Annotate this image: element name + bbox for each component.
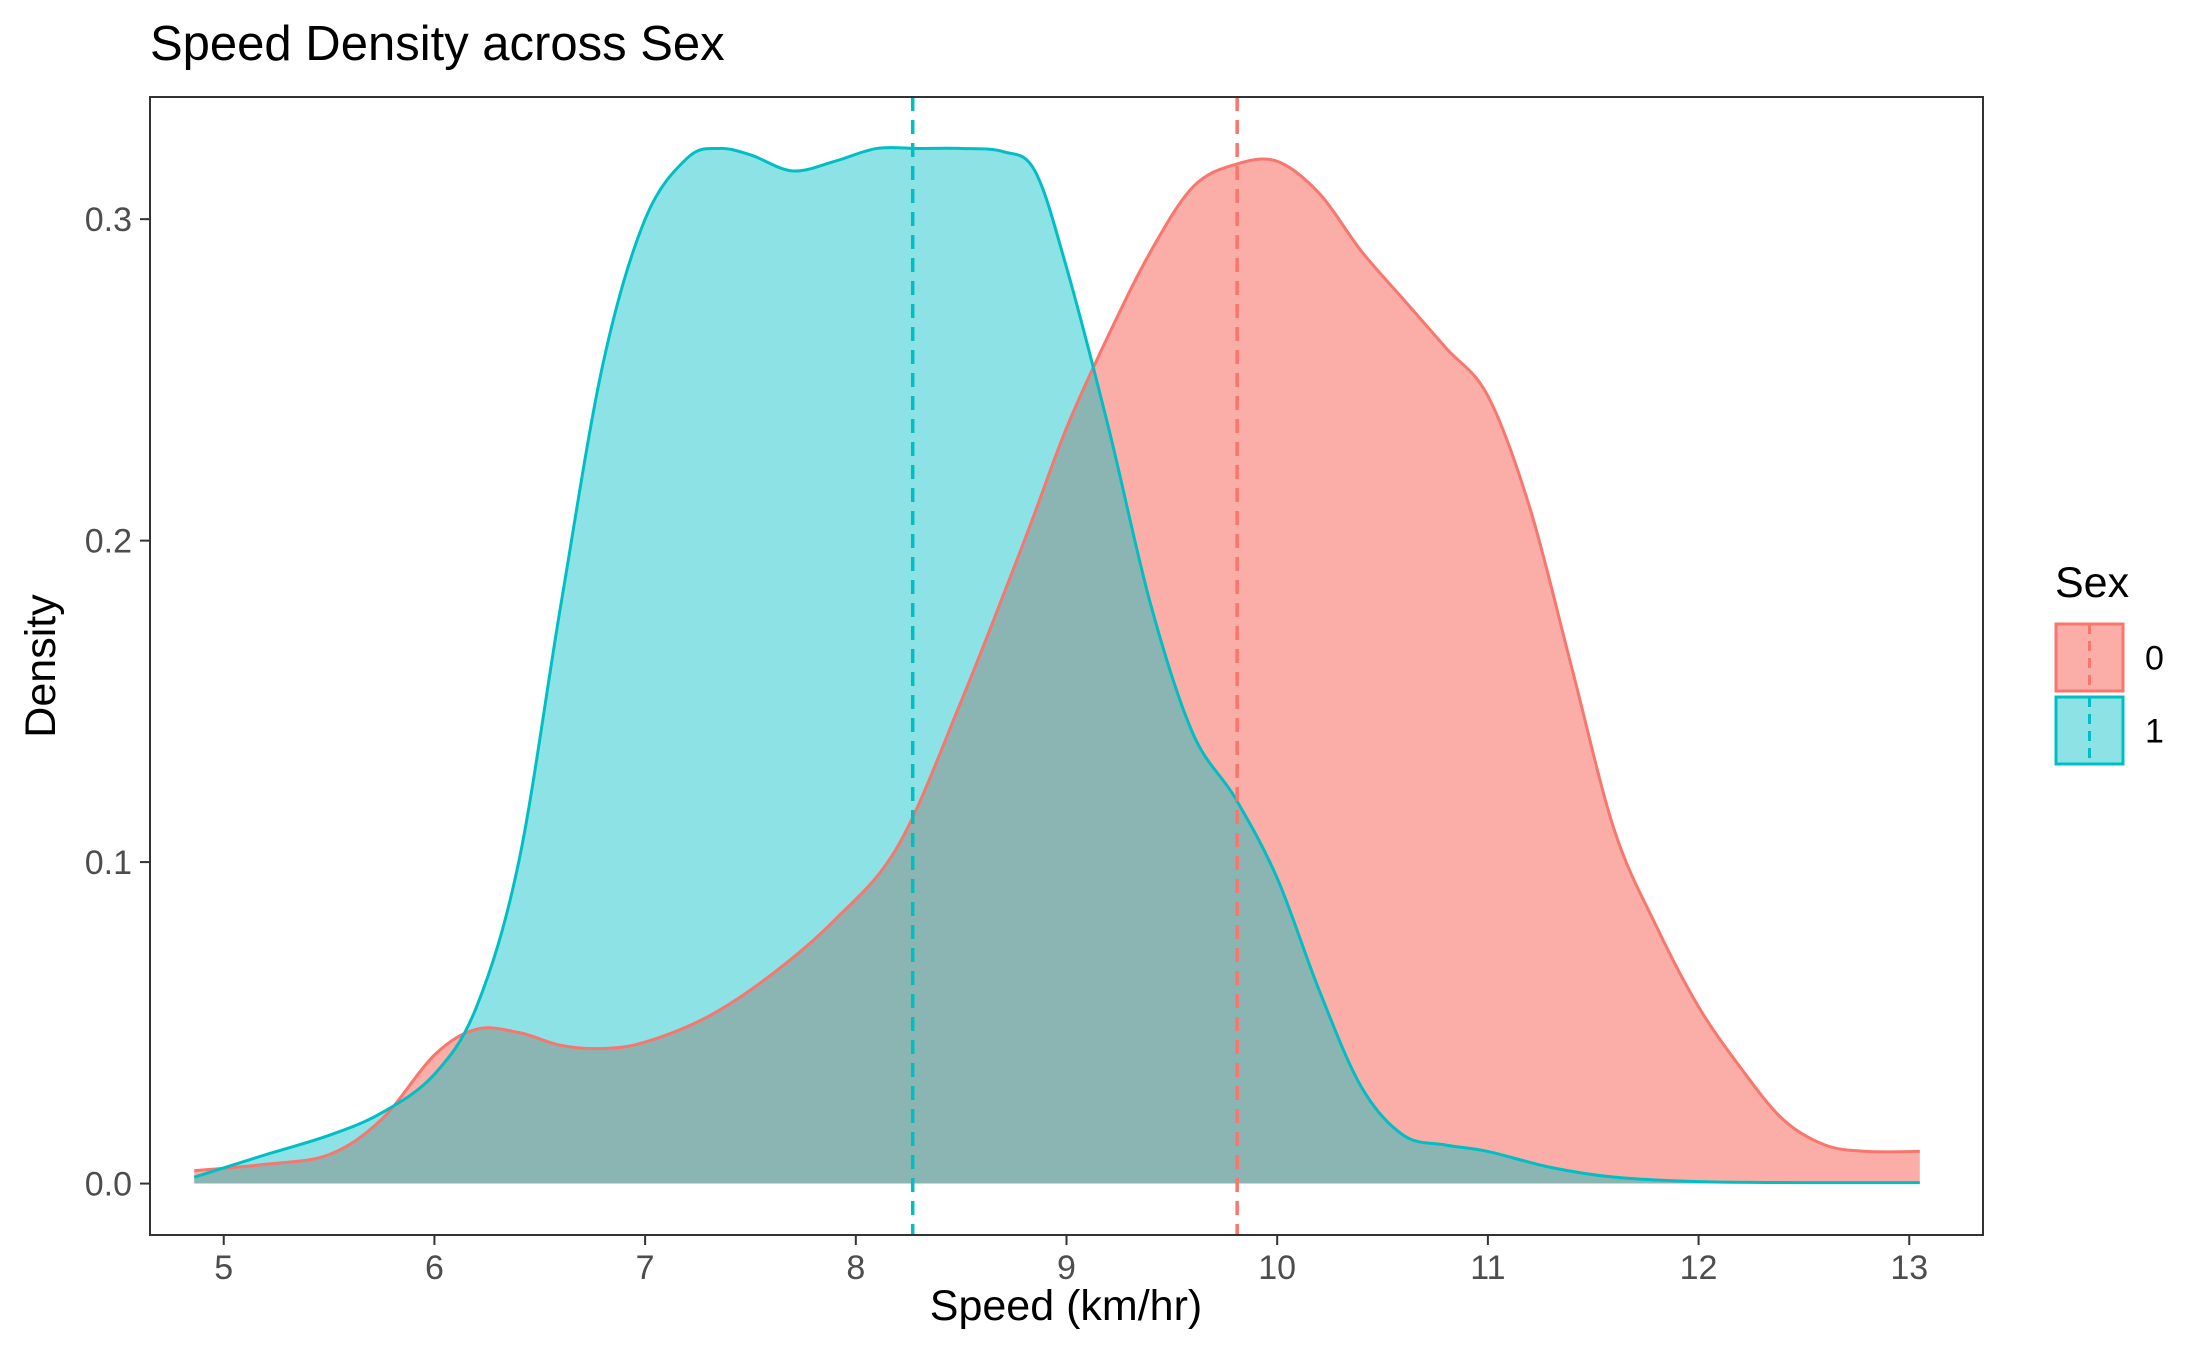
x-tick-label: 7 [636, 1249, 655, 1287]
x-tick-label: 12 [1680, 1249, 1718, 1287]
x-tick-label: 11 [1470, 1249, 1505, 1287]
x-tick-label: 13 [1890, 1249, 1928, 1287]
legend-label-sex-1: 1 [2145, 713, 2164, 751]
y-tick-label: 0.2 [85, 523, 132, 561]
x-axis-title: Speed (km/hr) [930, 1282, 1202, 1330]
density-line-sex-0 [194, 157, 1920, 1173]
y-axis: 0.0 0.1 0.2 0.3 [85, 201, 150, 1204]
mean-lines [910, 97, 1239, 1235]
legend: Sex 01 [2054, 559, 2164, 766]
y-tick-label: 0.3 [85, 201, 132, 239]
x-axis: 5 6 7 8 9 10 11 12 13 [214, 1235, 1928, 1287]
x-tick-label: 9 [1057, 1249, 1076, 1287]
x-tick-label: 10 [1258, 1249, 1296, 1287]
x-tick-label: 6 [425, 1249, 444, 1287]
y-axis-title: Density [17, 594, 65, 738]
legend-key-sex-1 [2054, 695, 2125, 766]
density-fills [194, 147, 1920, 1184]
chart-title: Speed Density across Sex [150, 17, 725, 71]
density-line-sex-1 [193, 145, 1920, 1185]
density-lines [193, 145, 1920, 1185]
density-area-sex-0 [194, 159, 1920, 1184]
y-tick-label: 0.0 [85, 1166, 132, 1204]
x-tick-label: 8 [846, 1249, 865, 1287]
density-area-sex-1 [194, 147, 1920, 1184]
legend-title: Sex [2055, 559, 2130, 607]
legend-label-sex-0: 0 [2145, 640, 2164, 678]
legend-key-sex-0 [2054, 622, 2125, 693]
legend-items: 01 [2054, 622, 2164, 766]
x-tick-label: 5 [214, 1249, 233, 1287]
y-tick-label: 0.1 [85, 844, 132, 882]
